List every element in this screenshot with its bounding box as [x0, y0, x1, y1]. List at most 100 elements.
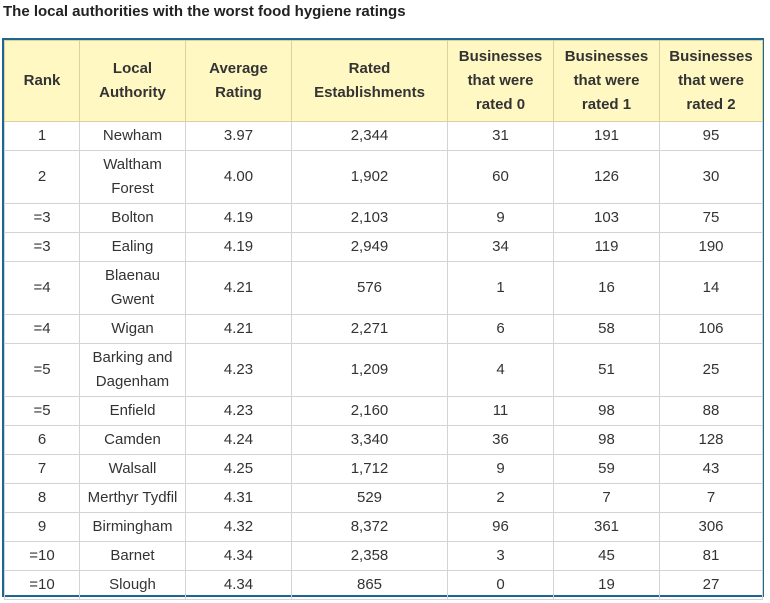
- rated-2-cell: 75: [659, 203, 763, 233]
- rank-cell: =10: [4, 570, 80, 600]
- rated-0-cell: 2: [447, 483, 554, 513]
- rated-0-cell: 31: [447, 121, 554, 151]
- rated-2-cell: 25: [659, 343, 763, 397]
- rank-cell: =5: [4, 396, 80, 426]
- local-authority-cell: Ealing: [79, 232, 186, 262]
- average-rating-cell: 4.19: [185, 203, 292, 233]
- header-row: Rank Local Authority Average Rating Rate…: [4, 40, 763, 122]
- rated-0-cell: 11: [447, 396, 554, 426]
- average-rating-cell: 4.23: [185, 396, 292, 426]
- rank-cell: =3: [4, 203, 80, 233]
- table-row: 6 Camden 4.24 3,340 36 98 128: [4, 425, 763, 455]
- rated-0-cell: 1: [447, 261, 554, 315]
- average-rating-cell: 4.31: [185, 483, 292, 513]
- table-row: =4 Blaenau Gwent 4.21 576 1 16 14: [4, 261, 763, 315]
- table-row: 1 Newham 3.97 2,344 31 191 95: [4, 121, 763, 151]
- rated-0-cell: 9: [447, 454, 554, 484]
- table-body: 1 Newham 3.97 2,344 31 191 95 2 Waltham Forest 4.…: [4, 121, 763, 600]
- average-rating-cell: 4.34: [185, 570, 292, 600]
- local-authority-cell: Blaenau Gwent: [79, 261, 186, 315]
- rated-2-cell: 306: [659, 512, 763, 542]
- rated-0-cell: 96: [447, 512, 554, 542]
- local-authority-cell: Bolton: [79, 203, 186, 233]
- rated-0-cell: 9: [447, 203, 554, 233]
- rated-establishments-cell: 865: [291, 570, 448, 600]
- average-rating-cell: 4.34: [185, 541, 292, 571]
- average-rating-cell: 3.97: [185, 121, 292, 151]
- rated-0-cell: 36: [447, 425, 554, 455]
- table-row: =5 Enfield 4.23 2,160 11 98 88: [4, 396, 763, 426]
- table-row: =3 Ealing 4.19 2,949 34 119 190: [4, 232, 763, 262]
- average-rating-cell: 4.32: [185, 512, 292, 542]
- rated-1-cell: 98: [553, 396, 660, 426]
- rated-2-cell: 88: [659, 396, 763, 426]
- rated-establishments-cell: 2,358: [291, 541, 448, 571]
- rated-2-cell: 14: [659, 261, 763, 315]
- local-authority-cell: Barking and Dagenham: [79, 343, 186, 397]
- rated-1-cell: 103: [553, 203, 660, 233]
- local-authority-cell: Walsall: [79, 454, 186, 484]
- rated-establishments-cell: 2,160: [291, 396, 448, 426]
- rated-2-cell: 81: [659, 541, 763, 571]
- rank-cell: 6: [4, 425, 80, 455]
- rated-1-cell: 58: [553, 314, 660, 344]
- rated-establishments-cell: 2,344: [291, 121, 448, 151]
- table-row: =3 Bolton 4.19 2,103 9 103 75: [4, 203, 763, 233]
- rated-0-cell: 34: [447, 232, 554, 262]
- rated-2-cell: 190: [659, 232, 763, 262]
- rated-establishments-cell: 2,103: [291, 203, 448, 233]
- rated-1-cell: 98: [553, 425, 660, 455]
- rank-cell: =5: [4, 343, 80, 397]
- rated-0-cell: 4: [447, 343, 554, 397]
- average-rating-cell: 4.25: [185, 454, 292, 484]
- column-header-rated-1: Businesses that were rated 1: [553, 40, 660, 122]
- table-row: =5 Barking and Dagenham 4.23 1,209 4 51 25: [4, 343, 763, 397]
- local-authority-cell: Merthyr Tydfil: [79, 483, 186, 513]
- rated-establishments-cell: 1,712: [291, 454, 448, 484]
- local-authority-cell: Newham: [79, 121, 186, 151]
- table-row: =4 Wigan 4.21 2,271 6 58 106: [4, 314, 763, 344]
- rated-2-cell: 7: [659, 483, 763, 513]
- rank-cell: 8: [4, 483, 80, 513]
- average-rating-cell: 4.00: [185, 150, 292, 204]
- column-header-rated-2: Businesses that were rated 2: [659, 40, 763, 122]
- table-row: 2 Waltham Forest 4.00 1,902 60 126 30: [4, 150, 763, 204]
- rated-2-cell: 106: [659, 314, 763, 344]
- rank-cell: =4: [4, 261, 80, 315]
- column-header-rated-0: Businesses that were rated 0: [447, 40, 554, 122]
- rank-cell: 1: [4, 121, 80, 151]
- rated-2-cell: 30: [659, 150, 763, 204]
- rank-cell: 2: [4, 150, 80, 204]
- average-rating-cell: 4.24: [185, 425, 292, 455]
- local-authority-cell: Wigan: [79, 314, 186, 344]
- local-authority-cell: Camden: [79, 425, 186, 455]
- rated-1-cell: 16: [553, 261, 660, 315]
- column-header-rank: Rank: [4, 40, 80, 122]
- table-row: =10 Barnet 4.34 2,358 3 45 81: [4, 541, 763, 571]
- column-header-average-rating: Average Rating: [185, 40, 292, 122]
- average-rating-cell: 4.21: [185, 314, 292, 344]
- ratings-table: Rank Local Authority Average Rating Rate…: [4, 40, 763, 600]
- rated-1-cell: 59: [553, 454, 660, 484]
- rated-1-cell: 7: [553, 483, 660, 513]
- table-header: Rank Local Authority Average Rating Rate…: [4, 40, 763, 122]
- column-header-local-authority: Local Authority: [79, 40, 186, 122]
- rated-2-cell: 43: [659, 454, 763, 484]
- local-authority-cell: Enfield: [79, 396, 186, 426]
- average-rating-cell: 4.23: [185, 343, 292, 397]
- rated-1-cell: 45: [553, 541, 660, 571]
- rated-establishments-cell: 1,209: [291, 343, 448, 397]
- rated-0-cell: 60: [447, 150, 554, 204]
- rated-2-cell: 128: [659, 425, 763, 455]
- rank-cell: =10: [4, 541, 80, 571]
- rated-establishments-cell: 2,949: [291, 232, 448, 262]
- page-title: The local authorities with the worst foo…: [3, 3, 406, 20]
- rated-0-cell: 0: [447, 570, 554, 600]
- table-row: 7 Walsall 4.25 1,712 9 59 43: [4, 454, 763, 484]
- average-rating-cell: 4.19: [185, 232, 292, 262]
- rated-establishments-cell: 576: [291, 261, 448, 315]
- table-row: 8 Merthyr Tydfil 4.31 529 2 7 7: [4, 483, 763, 513]
- rated-establishments-cell: 2,271: [291, 314, 448, 344]
- rated-1-cell: 126: [553, 150, 660, 204]
- rated-establishments-cell: 8,372: [291, 512, 448, 542]
